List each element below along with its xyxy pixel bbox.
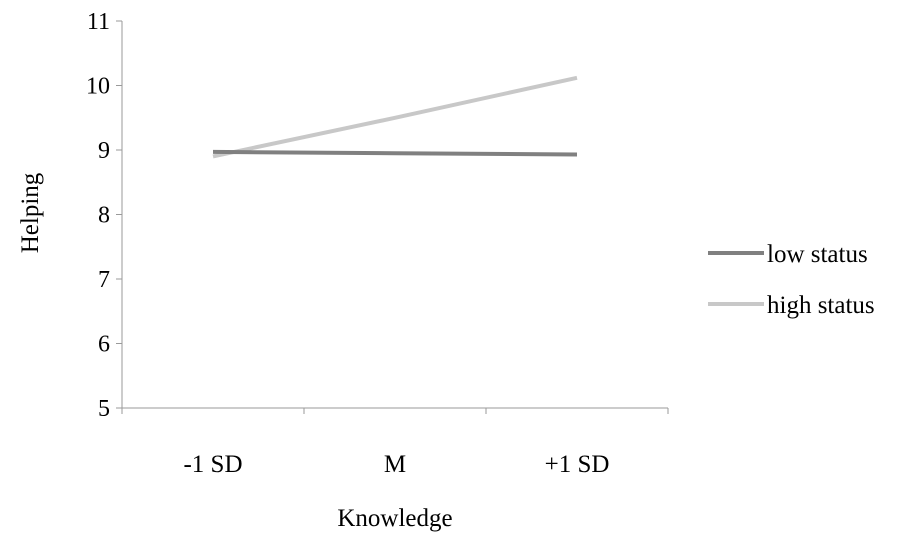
y-tick-label: 10 [86, 74, 110, 100]
legend: low status high status [708, 241, 875, 319]
series-line-low-status [212, 149, 578, 157]
x-tick-label: -1 SD [183, 451, 242, 478]
x-axis-label: Knowledge [337, 505, 452, 532]
legend-label: low status [767, 241, 868, 268]
y-tick-label: 7 [98, 267, 110, 293]
legend-label: high status [767, 292, 875, 319]
y-tick-label: 8 [98, 203, 110, 229]
y-tick-label: 5 [98, 396, 110, 422]
y-axis-label: Helping [17, 172, 44, 253]
y-tick-label: 11 [87, 9, 110, 35]
x-tick-label: M [384, 451, 406, 478]
series-line-high-status [212, 75, 578, 159]
plot-area [212, 75, 578, 159]
y-axis: 5 6 7 8 9 10 11 [86, 9, 123, 422]
y-tick-label: 6 [98, 332, 110, 358]
x-tick-label: +1 SD [545, 451, 610, 478]
y-tick-label: 9 [98, 138, 110, 164]
x-axis: -1 SD M +1 SD [121, 407, 669, 478]
